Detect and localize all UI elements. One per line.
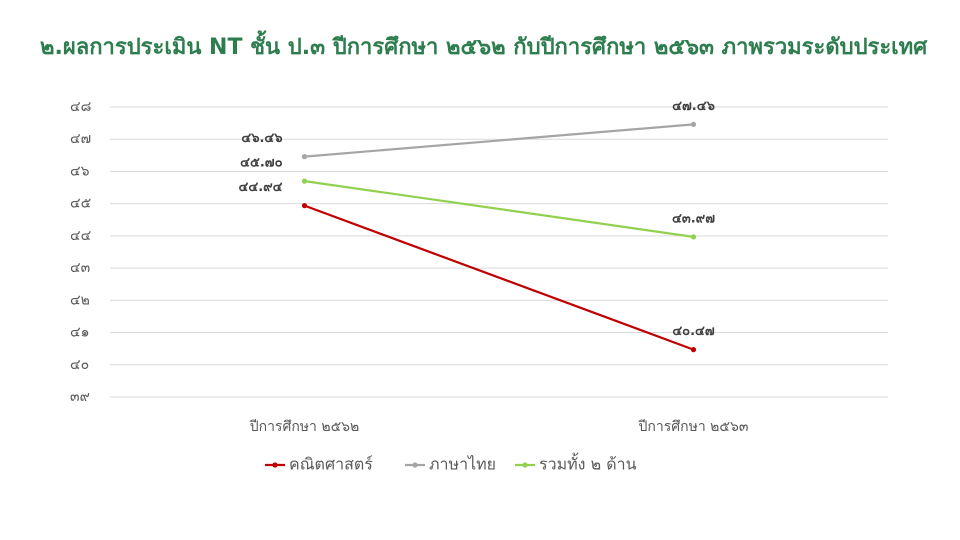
series-line xyxy=(304,204,694,351)
x-tick-label: ปีการศึกษา ๒๕๖๒ xyxy=(249,419,359,435)
legend-label: คณิตศาสตร์ xyxy=(289,455,373,474)
legend-marker xyxy=(522,462,528,468)
marker xyxy=(301,154,308,160)
y-tick-label: ๔๕ xyxy=(70,196,91,212)
y-tick-label: ๔๗ xyxy=(70,131,91,147)
y-tick-label: ๔๘ xyxy=(70,99,91,115)
x-tick-label: ปีการศึกษา ๒๕๖๓ xyxy=(638,419,748,435)
y-tick-label: ๓๙ xyxy=(70,389,90,405)
legend-marker xyxy=(412,462,418,468)
data-label: ๔๐.๔๗ xyxy=(672,324,715,339)
y-tick-label: ๔๖ xyxy=(70,163,90,179)
y-tick-label: ๔๒ xyxy=(70,292,90,308)
data-label: ๔๕.๗๐ xyxy=(240,156,282,171)
chart-title: ๒.ผลการประเมิน NT ชั้น ป.๓ ปีการศึกษา ๒๕… xyxy=(40,30,928,60)
y-tick-label: ๔๑ xyxy=(70,325,89,341)
marker xyxy=(690,347,697,353)
data-label: ๔๗.๔๖ xyxy=(672,99,715,114)
marker xyxy=(301,178,308,184)
legend-marker xyxy=(272,462,278,468)
y-tick-label: ๔๔ xyxy=(70,228,91,244)
series-line xyxy=(304,180,694,238)
y-tick-label: ๔๐ xyxy=(70,357,89,373)
series-line xyxy=(304,123,694,158)
marker xyxy=(301,203,308,209)
data-label: ๔๓.๙๗ xyxy=(672,211,715,226)
legend-label: ภาษาไทย xyxy=(429,455,496,474)
marker xyxy=(690,121,697,127)
legend-label: รวมทั้ง ๒ ด้าน xyxy=(539,453,637,474)
data-label: ๔๖.๔๖ xyxy=(241,131,282,146)
marker xyxy=(690,234,697,240)
y-tick-label: ๔๓ xyxy=(70,260,90,276)
data-label: ๔๔.๙๔ xyxy=(239,180,283,195)
